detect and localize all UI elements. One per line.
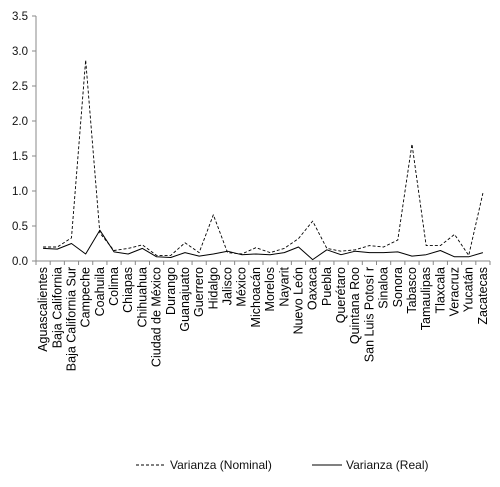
x-category-label: Hidalgo xyxy=(206,267,220,309)
x-category-label: Nayarit xyxy=(277,266,291,306)
x-category-label: Quintana Roo xyxy=(348,267,362,344)
x-category-label: Sonora xyxy=(391,267,405,307)
y-axis: 0.0 0.5 1.0 1.5 2.0 2.5 3.0 3.5 xyxy=(12,11,37,268)
x-category-label: Ciudad de México xyxy=(150,267,164,367)
x-category-label: Baja California Sur xyxy=(64,267,78,371)
x-category-label: Durango xyxy=(164,267,178,315)
x-category-label: San Luis Potosí r xyxy=(362,267,376,362)
x-category-label: Guanajuato xyxy=(178,267,192,332)
x-category-label: Sinaloa xyxy=(377,267,391,309)
x-category-label: Baja California xyxy=(50,267,64,348)
x-category-label: Puebla xyxy=(320,267,334,306)
x-category-label: Coahuila xyxy=(93,267,107,316)
x-category-label: Tlaxcala xyxy=(433,267,447,314)
y-tick-label: 1.5 xyxy=(12,151,28,163)
x-category-label: Yucatán xyxy=(462,267,476,312)
x-category-label: Aguascalientes xyxy=(36,267,50,352)
x-category-label: Zacatecas xyxy=(476,267,490,325)
x-category-label: Colima xyxy=(107,267,121,306)
y-tick-label: 3.5 xyxy=(12,11,28,23)
y-tick-label: 2.0 xyxy=(12,116,28,128)
series-line-nominal xyxy=(43,59,484,256)
x-axis: Aguascalientes Baja California Baja Califo… xyxy=(35,260,491,371)
series-layer xyxy=(43,59,484,261)
x-category-label: Veracruz xyxy=(448,267,462,316)
x-category-label: Guerrero xyxy=(192,267,206,317)
y-tick-label: 3.0 xyxy=(12,46,28,58)
y-tick-label: 0.5 xyxy=(12,221,28,233)
x-category-label: Tamaulipas xyxy=(419,267,433,330)
x-category-label: Michoacán xyxy=(249,267,263,327)
y-tick-label: 0.0 xyxy=(12,256,28,268)
x-category-label: Chiapas xyxy=(121,267,135,313)
series-line-real xyxy=(43,229,484,261)
x-category-label: Campeche xyxy=(79,267,93,327)
x-category-label: Querétaro xyxy=(334,267,348,323)
y-tick-label: 2.5 xyxy=(12,81,28,93)
x-category-label: Oaxaca xyxy=(306,267,320,310)
x-category-label: Nuevo León xyxy=(291,267,305,334)
legend-label: Varianza (Real) xyxy=(346,458,428,472)
x-category-label: Morelos xyxy=(263,267,277,311)
x-category-label: Tabasco xyxy=(405,267,419,314)
x-category-label: Jalisco xyxy=(221,267,235,305)
legend: Varianza (Nominal) Varianza (Real) xyxy=(136,458,428,472)
legend-label: Varianza (Nominal) xyxy=(170,458,272,472)
y-tick-label: 1.0 xyxy=(12,186,28,198)
x-category-label: México xyxy=(235,267,249,307)
x-category-label: Chihuahua xyxy=(135,267,149,328)
